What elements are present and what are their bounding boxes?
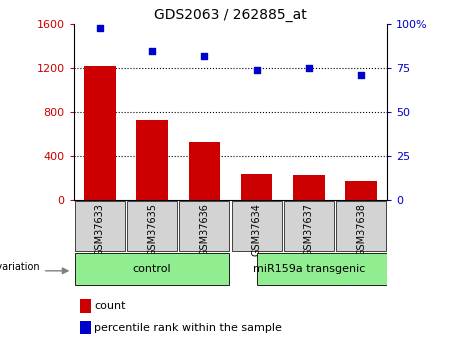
Point (201, 53, 208, 59)
Point (305, 66, 313, 71)
Text: GSM37634: GSM37634 (252, 203, 262, 256)
Text: percentile rank within the sample: percentile rank within the sample (94, 323, 282, 333)
Point (96, 25, 104, 30)
Title: GDS2063 / 262885_at: GDS2063 / 262885_at (154, 8, 307, 22)
FancyBboxPatch shape (257, 253, 411, 285)
Text: GSM37635: GSM37635 (147, 203, 157, 256)
Text: GSM37638: GSM37638 (356, 203, 366, 256)
Text: genotype/variation: genotype/variation (0, 263, 41, 272)
Point (148, 48, 156, 53)
FancyBboxPatch shape (127, 201, 177, 251)
Text: control: control (133, 264, 171, 274)
Text: count: count (94, 301, 126, 311)
FancyBboxPatch shape (179, 201, 230, 251)
FancyBboxPatch shape (75, 253, 230, 285)
Point (253, 67, 260, 73)
Point (357, 72, 365, 78)
FancyBboxPatch shape (75, 201, 125, 251)
Bar (136, 120, 168, 200)
FancyBboxPatch shape (231, 201, 282, 251)
Bar (80, 321, 91, 334)
Bar (189, 142, 220, 200)
Bar (84, 66, 116, 200)
Bar (345, 181, 377, 200)
Bar (293, 175, 325, 200)
Text: GSM37637: GSM37637 (304, 203, 314, 256)
FancyBboxPatch shape (284, 201, 334, 251)
Text: GSM37636: GSM37636 (199, 203, 209, 256)
Bar (241, 174, 272, 200)
Text: miR159a transgenic: miR159a transgenic (253, 264, 365, 274)
Text: GSM37633: GSM37633 (95, 203, 105, 256)
FancyBboxPatch shape (336, 201, 386, 251)
Bar (80, 299, 91, 313)
